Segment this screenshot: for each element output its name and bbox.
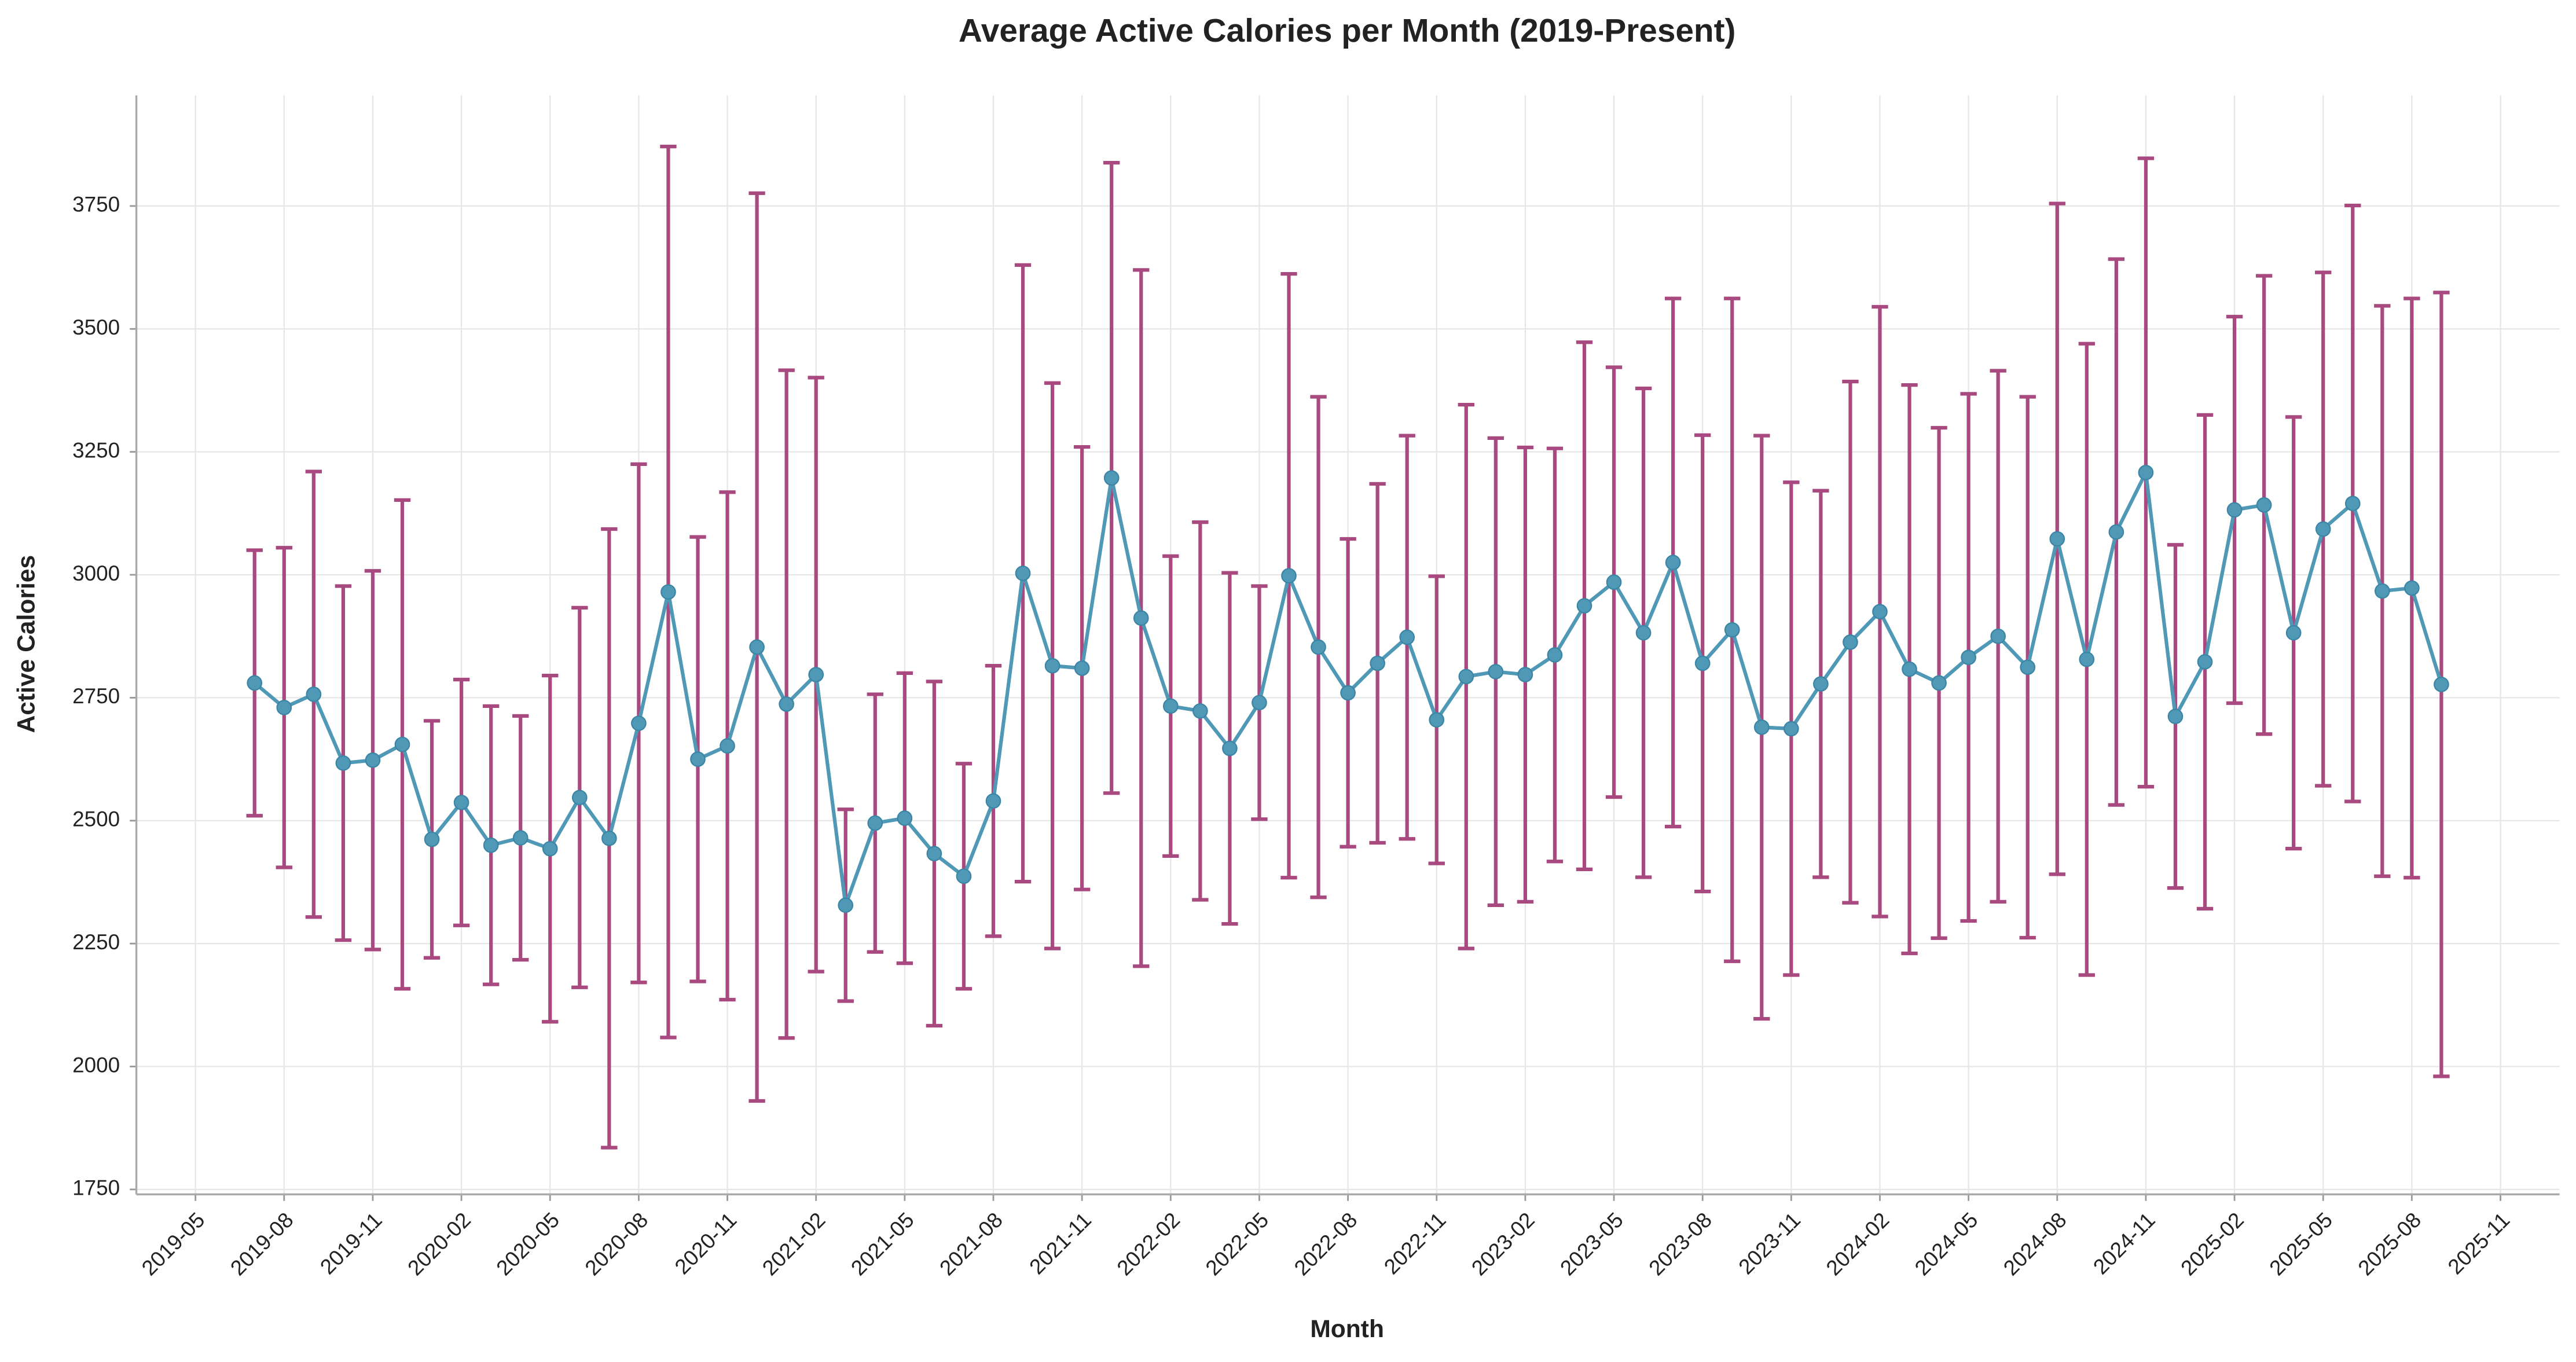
data-point (1370, 655, 1385, 671)
chart-title: Average Active Calories per Month (2019-… (959, 13, 1735, 49)
data-point (956, 868, 972, 884)
data-point (1665, 555, 1681, 571)
data-point (1103, 470, 1120, 486)
data-point (1517, 667, 1533, 682)
data-point (1311, 639, 1326, 655)
y-tick-label: 2500 (72, 807, 120, 831)
data-point (542, 840, 558, 857)
data-point (2434, 677, 2449, 692)
data-point (838, 897, 854, 913)
data-point (335, 755, 351, 771)
data-point (1429, 712, 1445, 728)
data-point (1694, 655, 1711, 671)
data-point (1606, 574, 1622, 590)
data-point (1222, 740, 1238, 757)
data-point (985, 793, 1001, 809)
data-point (926, 846, 942, 862)
data-point (2344, 495, 2361, 512)
data-point (1252, 695, 1267, 711)
x-axis-label: Month (1310, 1315, 1384, 1343)
y-tick-label: 3750 (72, 193, 120, 216)
y-axis-label: Active Calories (12, 555, 40, 733)
data-point (1192, 703, 1208, 719)
data-point (1931, 675, 1947, 691)
data-point (1902, 661, 1917, 677)
data-point (897, 810, 913, 826)
data-point (2315, 521, 2331, 537)
data-point (1547, 647, 1563, 663)
data-point (1458, 669, 1474, 685)
data-point (483, 837, 499, 853)
y-tick-label: 2000 (72, 1053, 120, 1077)
data-point (2049, 531, 2065, 547)
data-point (749, 639, 765, 655)
y-tick-label: 1750 (72, 1176, 120, 1200)
data-point (601, 831, 617, 846)
data-point (2108, 524, 2124, 540)
data-point (1015, 566, 1031, 581)
data-point (867, 815, 883, 831)
data-point (247, 675, 263, 691)
data-point (660, 584, 676, 600)
data-point (1281, 568, 1297, 584)
data-point (453, 794, 469, 810)
data-point (306, 686, 322, 702)
data-point (2020, 659, 2036, 676)
y-tick-label: 2250 (72, 930, 120, 954)
data-point (779, 696, 794, 712)
data-point (512, 830, 529, 846)
data-point (1961, 649, 1976, 666)
data-point (2079, 651, 2095, 667)
data-point (2197, 654, 2213, 670)
data-point (1044, 658, 1061, 674)
data-point (1635, 625, 1652, 641)
data-point (690, 751, 706, 767)
data-point (1813, 676, 1829, 692)
y-tick-label: 2750 (72, 684, 120, 708)
data-point (2138, 464, 2154, 480)
data-point (1843, 634, 1858, 650)
y-tick-label: 3500 (72, 315, 120, 339)
data-point (2404, 580, 2420, 596)
data-point (1340, 685, 1356, 701)
data-point (2285, 625, 2302, 641)
data-point (276, 700, 292, 715)
y-tick-label: 3000 (72, 561, 120, 585)
data-point (1783, 721, 1799, 737)
y-tick-label: 3250 (72, 438, 120, 462)
data-point (631, 715, 647, 731)
data-point (424, 831, 440, 847)
data-point (2226, 502, 2243, 518)
data-point (808, 667, 824, 682)
data-point (571, 790, 588, 806)
data-point (394, 736, 410, 752)
data-point (720, 738, 735, 754)
data-point (365, 752, 381, 768)
data-point (1399, 629, 1415, 645)
data-point (1162, 698, 1179, 714)
data-point (1074, 660, 1090, 676)
data-point (2167, 708, 2184, 725)
data-point (2374, 583, 2390, 599)
data-point (1488, 664, 1504, 680)
data-point (1724, 622, 1740, 638)
data-point (2256, 497, 2272, 513)
data-point (1576, 598, 1592, 614)
data-point (1133, 610, 1149, 626)
data-point (1990, 628, 2006, 644)
data-point (1872, 604, 1888, 620)
data-point (1753, 719, 1770, 735)
